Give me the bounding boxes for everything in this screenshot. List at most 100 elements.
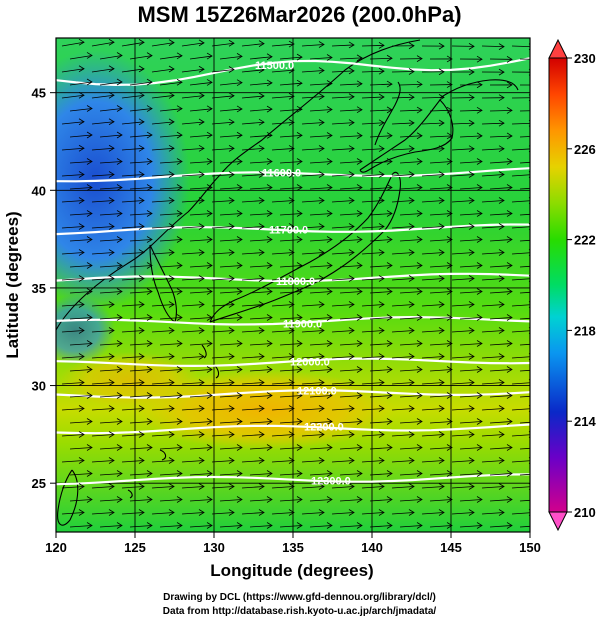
wind-arrow [511,405,530,412]
wind-arrow [451,301,475,308]
wind-arrow [511,197,530,204]
wind-arrow [129,444,153,451]
wind-arrow [241,457,265,464]
wind-arrow [241,275,265,282]
wind-arrow [69,262,93,269]
wind-arrow [511,171,530,178]
wind-arrow [301,379,325,386]
wind-arrow [159,52,183,60]
x-tick-label: 125 [124,540,146,555]
wind-arrow [361,42,385,49]
wind-arrow [271,457,295,464]
wind-arrow [129,236,153,243]
wind-arrow [519,291,530,294]
wind-arrow [391,483,415,490]
wind-arrow [369,262,393,269]
wind-arrow [61,353,85,360]
wind-arrow [151,144,175,152]
wind-arrow [211,483,235,490]
wind-arrow [339,444,363,451]
wind-arrow [219,288,243,295]
wind-arrow [219,392,243,399]
wind-arrow [69,418,93,425]
wind-arrow [399,366,423,373]
wind-arrow [429,210,453,217]
wind-arrow [391,327,415,334]
wind-arrow [61,509,85,516]
wind-arrow [391,171,415,178]
wind-arrow [249,496,273,503]
wind-arrow [211,431,235,438]
wind-arrow [459,55,483,63]
wind-arrow [129,158,153,165]
wind-arrow [181,327,205,334]
wind-arrow [279,522,303,529]
wind-arrow [511,353,530,360]
wind-arrow [91,379,115,386]
x-axis: 120 125 130 135 140 145 150 [45,532,541,555]
wind-arrow [249,392,273,399]
wind-arrow [519,110,530,112]
wind-arrow [421,94,445,101]
wind-arrow [99,392,123,399]
wind-arrow [519,421,530,424]
wind-arrow [279,314,303,321]
wind-arrow [249,314,273,321]
wind-arrow [279,418,303,425]
wind-arrow [279,496,303,503]
wind-arrow [271,353,295,360]
wind-arrow [69,105,93,112]
wind-arrow [391,457,415,464]
wind-arrow [339,470,363,477]
wind-arrow [129,288,153,295]
wind-arrow [309,80,333,87]
wind-arrow [129,314,153,321]
contour-label: 11800.0 [276,276,315,288]
wind-arrow [331,353,355,360]
wind-arrow [91,483,115,490]
contour-label: 12300.0 [311,476,351,488]
colorbar-tick-label: 210 [574,505,596,520]
wind-arrow [181,275,205,282]
wind-arrow [391,379,415,386]
wind-arrow [241,327,265,334]
wind-arrow [369,522,393,529]
colorbar-tick-label: 230 [574,51,596,66]
wind-arrow [481,119,505,127]
wind-arrow [189,522,213,529]
y-tick-label: 25 [32,476,46,491]
wind-arrow [331,379,355,386]
wind-arrow [189,288,213,295]
wind-arrow [91,431,115,438]
wind-arrow [249,210,273,217]
wind-arrow [121,327,145,334]
x-tick-label: 150 [519,540,541,555]
contour-label: 11900.0 [283,319,322,331]
wind-arrow [489,107,513,114]
wind-arrow [181,171,205,178]
wind-arrow [339,236,363,243]
wind-arrow [399,81,423,88]
wind-arrow [391,405,415,412]
wind-arrow [481,301,505,308]
wind-arrow [99,131,123,139]
wind-arrow [421,431,445,438]
wind-arrow [121,275,145,282]
wind-arrow [99,470,123,477]
wind-arrow [489,236,513,243]
wind-arrow [309,54,333,61]
wind-arrow [61,275,85,282]
wind-arrow [159,444,183,451]
wind-arrow [189,444,213,451]
wind-arrow [99,418,123,425]
y-tick-label: 30 [32,379,46,394]
wind-arrow [361,249,385,256]
y-tick-label: 40 [32,183,46,198]
wind-arrow [271,92,295,100]
wind-arrow [459,158,483,165]
wind-arrow [249,444,273,451]
wind-arrow [369,288,393,295]
wind-arrow [421,223,445,230]
wind-arrow [129,366,153,373]
wind-arrow [421,379,445,386]
